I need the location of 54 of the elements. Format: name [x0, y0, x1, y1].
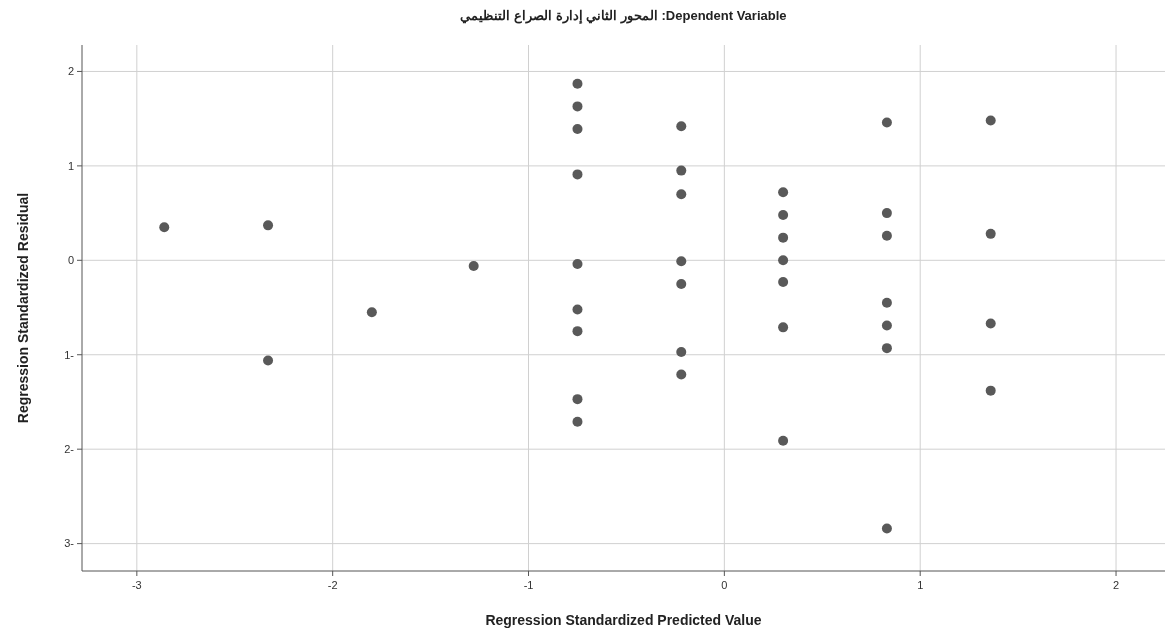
point: [676, 256, 687, 267]
point: [778, 255, 789, 266]
point: [676, 189, 687, 200]
point: [572, 124, 583, 135]
point: [778, 435, 789, 446]
point: [468, 260, 479, 271]
point: [985, 228, 996, 239]
point: [572, 101, 583, 112]
point: [985, 385, 996, 396]
point: [366, 307, 377, 318]
x-tick-label: 2: [1112, 579, 1120, 591]
point: [676, 278, 687, 289]
x-tick-label: -3: [131, 579, 142, 591]
point: [676, 165, 687, 176]
point: [985, 115, 996, 126]
point: [778, 209, 789, 220]
y-tick-label: 0: [67, 254, 74, 267]
point: [778, 187, 789, 198]
y-tick-label: 1: [67, 159, 74, 172]
y-tick-label: 2-: [64, 443, 75, 456]
point: [572, 394, 583, 405]
point: [881, 523, 892, 534]
point: [985, 318, 996, 329]
point: [676, 369, 687, 380]
y-tick-label: 1-: [64, 348, 75, 361]
y-tick-label: 3-: [64, 537, 75, 550]
point: [881, 230, 892, 241]
x-axis-title: Regression Standardized Predicted Value: [485, 612, 762, 628]
chart-title: Dependent Variable: المحور الثاني إدارة الصراع التنظيمي: [460, 8, 787, 24]
point: [881, 208, 892, 219]
point: [881, 343, 892, 354]
point: [778, 322, 789, 333]
point: [572, 416, 583, 427]
point: [881, 320, 892, 331]
y-axis-title: Regression Standardized Residual: [15, 192, 31, 424]
point: [778, 277, 789, 288]
point: [263, 355, 274, 366]
x-tick-label: -2: [327, 579, 338, 591]
point: [263, 220, 274, 231]
point: [881, 297, 892, 308]
point: [572, 259, 583, 270]
x-tick-label: 1: [917, 579, 924, 591]
x-tick-label: -1: [523, 579, 534, 591]
y-tick-label: 2: [67, 65, 74, 78]
point: [572, 169, 583, 180]
point: [676, 346, 687, 357]
point: [572, 78, 583, 89]
point: [676, 121, 687, 132]
point: [572, 326, 583, 337]
point: [778, 232, 789, 243]
point: [572, 304, 583, 315]
point: [159, 222, 170, 233]
x-tick-label: 0: [721, 579, 728, 591]
point: [881, 117, 892, 128]
